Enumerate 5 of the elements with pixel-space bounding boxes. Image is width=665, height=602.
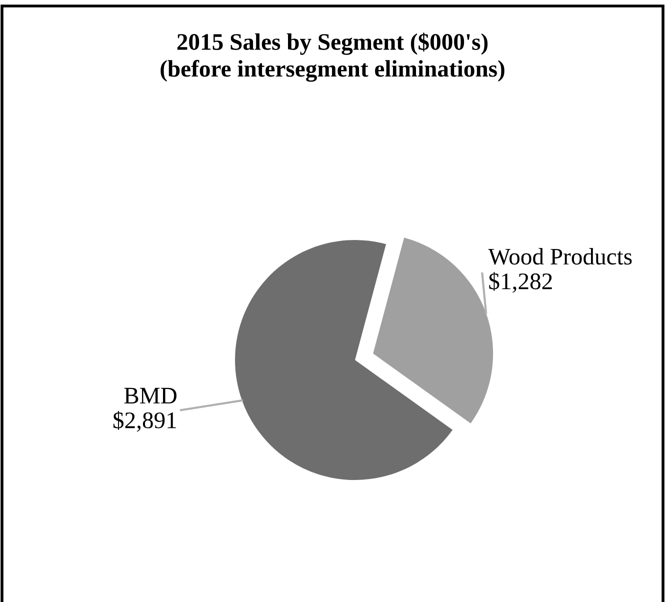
data-label: $2,891 <box>113 410 176 432</box>
data-label: $1,282 <box>489 272 552 293</box>
chart-title: 2015 Sales by Segment ($000's) (before intersegment eliminations) <box>160 32 504 82</box>
slice-label: BMD <box>124 388 176 404</box>
slice-label: Wood Products <box>488 248 632 265</box>
